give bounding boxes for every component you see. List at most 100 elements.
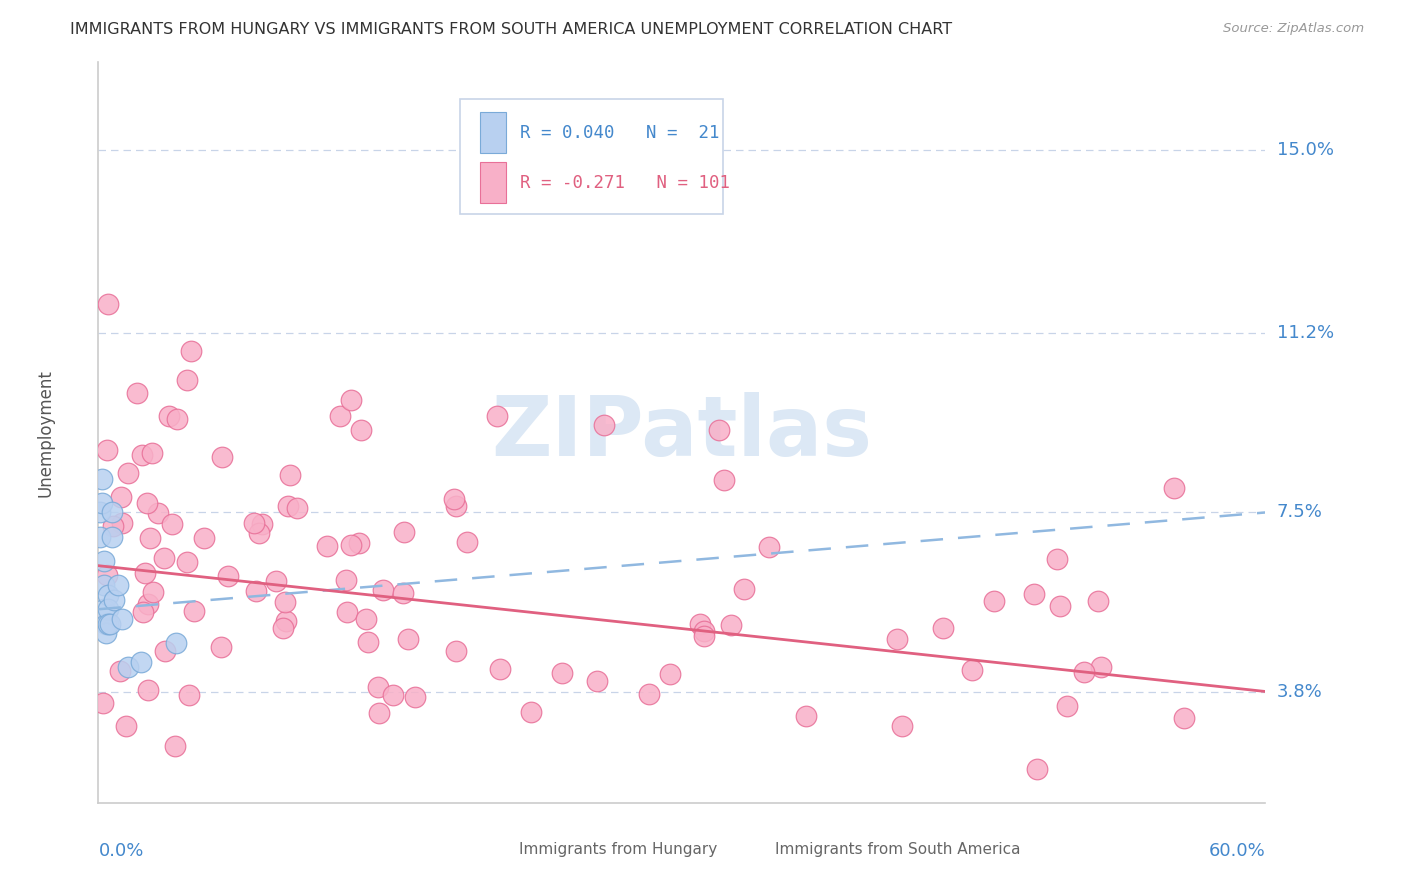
Text: 0.0%: 0.0% [98, 842, 143, 860]
Point [97, 297, 120, 311]
Point [96, 626, 118, 640]
Point [111, 612, 134, 626]
Point [444, 644, 467, 658]
Point [129, 656, 152, 670]
Point [96, 616, 118, 631]
Point [180, 343, 202, 358]
Point [117, 466, 139, 480]
Point [274, 595, 297, 609]
Bar [479, 161, 506, 202]
Point [131, 448, 153, 462]
Point [115, 719, 138, 733]
Text: R = -0.271   N = 101: R = -0.271 N = 101 [520, 174, 730, 192]
Point [443, 491, 465, 506]
Text: Unemployment: Unemployment [37, 368, 55, 497]
Point [91, 472, 114, 486]
Point [382, 688, 405, 702]
Point [713, 473, 735, 487]
Point [444, 499, 467, 513]
Point [689, 616, 711, 631]
Text: IMMIGRANTS FROM HUNGARY VS IMMIGRANTS FROM SOUTH AMERICA UNEMPLOYMENT CORRELATIO: IMMIGRANTS FROM HUNGARY VS IMMIGRANTS FR… [70, 22, 952, 37]
Point [551, 665, 574, 680]
Point [520, 705, 543, 719]
Point [166, 412, 188, 426]
Point [93, 578, 115, 592]
Point [1026, 763, 1049, 777]
Point [132, 605, 155, 619]
Text: Immigrants from Hungary: Immigrants from Hungary [519, 842, 717, 857]
Point [1056, 699, 1078, 714]
Point [107, 578, 129, 592]
Text: 3.8%: 3.8% [1277, 682, 1322, 700]
Point [97, 588, 120, 602]
Point [1049, 599, 1071, 614]
Point [1046, 551, 1069, 566]
Point [335, 573, 357, 587]
Point [693, 629, 716, 643]
Point [266, 574, 288, 589]
Point [357, 635, 380, 649]
Point [891, 719, 914, 733]
Point [886, 632, 908, 646]
Point [485, 409, 508, 423]
Point [93, 554, 115, 568]
Point [349, 536, 371, 550]
Point [354, 612, 377, 626]
Point [117, 660, 139, 674]
Point [350, 423, 373, 437]
Point [91, 496, 114, 510]
Point [101, 530, 124, 544]
Point [111, 516, 134, 530]
Point [93, 602, 115, 616]
Point [108, 665, 131, 679]
Text: Source: ZipAtlas.com: Source: ZipAtlas.com [1223, 22, 1364, 36]
Bar [489, 836, 513, 863]
Point [98, 616, 121, 631]
Text: 60.0%: 60.0% [1209, 842, 1265, 860]
Point [960, 663, 983, 677]
Point [252, 516, 274, 531]
Point [153, 550, 176, 565]
Point [247, 525, 270, 540]
Point [176, 555, 198, 569]
Point [658, 667, 681, 681]
Point [245, 583, 267, 598]
Point [983, 594, 1005, 608]
Point [396, 632, 419, 646]
Point [1087, 594, 1109, 608]
Point [101, 506, 124, 520]
Point [277, 499, 299, 513]
Point [96, 442, 118, 457]
Point [373, 583, 395, 598]
Point [176, 373, 198, 387]
Point [392, 525, 415, 540]
Point [165, 636, 187, 650]
Point [139, 531, 162, 545]
Point [593, 418, 616, 433]
Point [392, 586, 415, 600]
Point [329, 409, 352, 423]
Point [794, 708, 817, 723]
Point [488, 661, 510, 675]
Point [932, 621, 955, 635]
FancyBboxPatch shape [460, 99, 723, 214]
Point [637, 687, 659, 701]
Point [97, 616, 120, 631]
Point [1022, 587, 1045, 601]
Point [720, 618, 742, 632]
Point [1173, 711, 1195, 725]
Point [101, 518, 124, 533]
Point [368, 706, 391, 720]
Point [183, 604, 205, 618]
Bar [747, 836, 769, 863]
Point [243, 516, 266, 530]
Point [1073, 665, 1095, 680]
Text: 7.5%: 7.5% [1277, 503, 1323, 522]
Text: 11.2%: 11.2% [1277, 325, 1334, 343]
Point [160, 517, 183, 532]
Point [733, 582, 755, 596]
Point [211, 450, 233, 464]
Point [163, 739, 186, 753]
Point [136, 683, 159, 698]
Point [758, 540, 780, 554]
